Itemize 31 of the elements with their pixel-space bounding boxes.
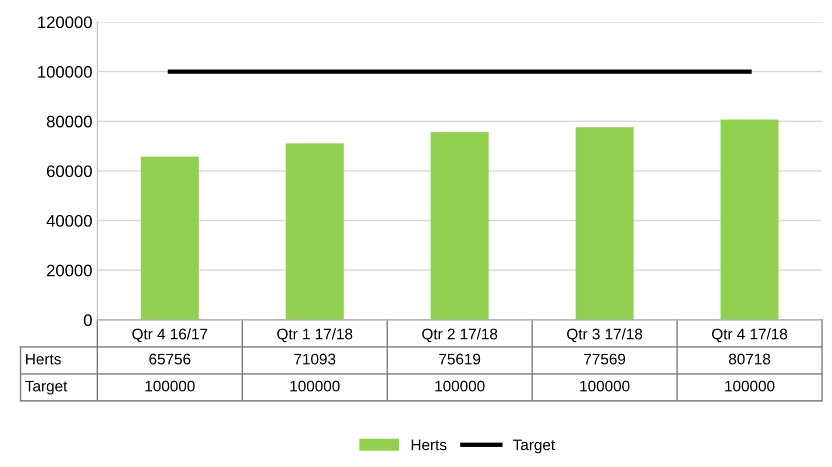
y-tick-label: 40000 <box>46 214 92 227</box>
y-tick-label: 20000 <box>46 264 92 276</box>
text: Herts <box>26 354 61 364</box>
data-label: 100000 <box>435 380 485 392</box>
x-tick-label: Qtr 3 17/18 <box>567 328 642 342</box>
x-tick-label: Qtr 2 17/18 <box>422 328 498 342</box>
x-tick-label: Qtr 4 16/17 <box>132 328 208 342</box>
text: Target <box>25 380 68 395</box>
legend-label: Target <box>513 440 556 454</box>
data-label: 75619 <box>439 354 480 364</box>
data-label: 100000 <box>290 380 340 392</box>
data-label: 100000 <box>145 380 195 392</box>
y-tick-label: 120000 <box>38 16 92 28</box>
x-tick-label: Qtr 1 17/18 <box>277 328 352 342</box>
y-tick-label: 60000 <box>46 165 92 178</box>
bar <box>140 156 199 320</box>
bar <box>286 143 344 320</box>
bar <box>720 119 779 320</box>
data-label: 80718 <box>728 354 770 364</box>
x-tick-label: Qtr 4 17/18 <box>712 328 788 342</box>
data-label: 65756 <box>149 354 190 364</box>
y-tick-label: 0 <box>84 314 92 326</box>
bar <box>576 127 634 320</box>
data-label: 77569 <box>584 354 626 364</box>
legend-label: Herts <box>412 440 446 450</box>
data-label: 100000 <box>725 380 774 392</box>
bar <box>430 132 489 320</box>
data-label: 71093 <box>294 354 336 364</box>
y-tick-label: 100000 <box>38 66 92 78</box>
data-label: 100000 <box>580 380 630 392</box>
y-tick-label: 80000 <box>46 116 92 128</box>
